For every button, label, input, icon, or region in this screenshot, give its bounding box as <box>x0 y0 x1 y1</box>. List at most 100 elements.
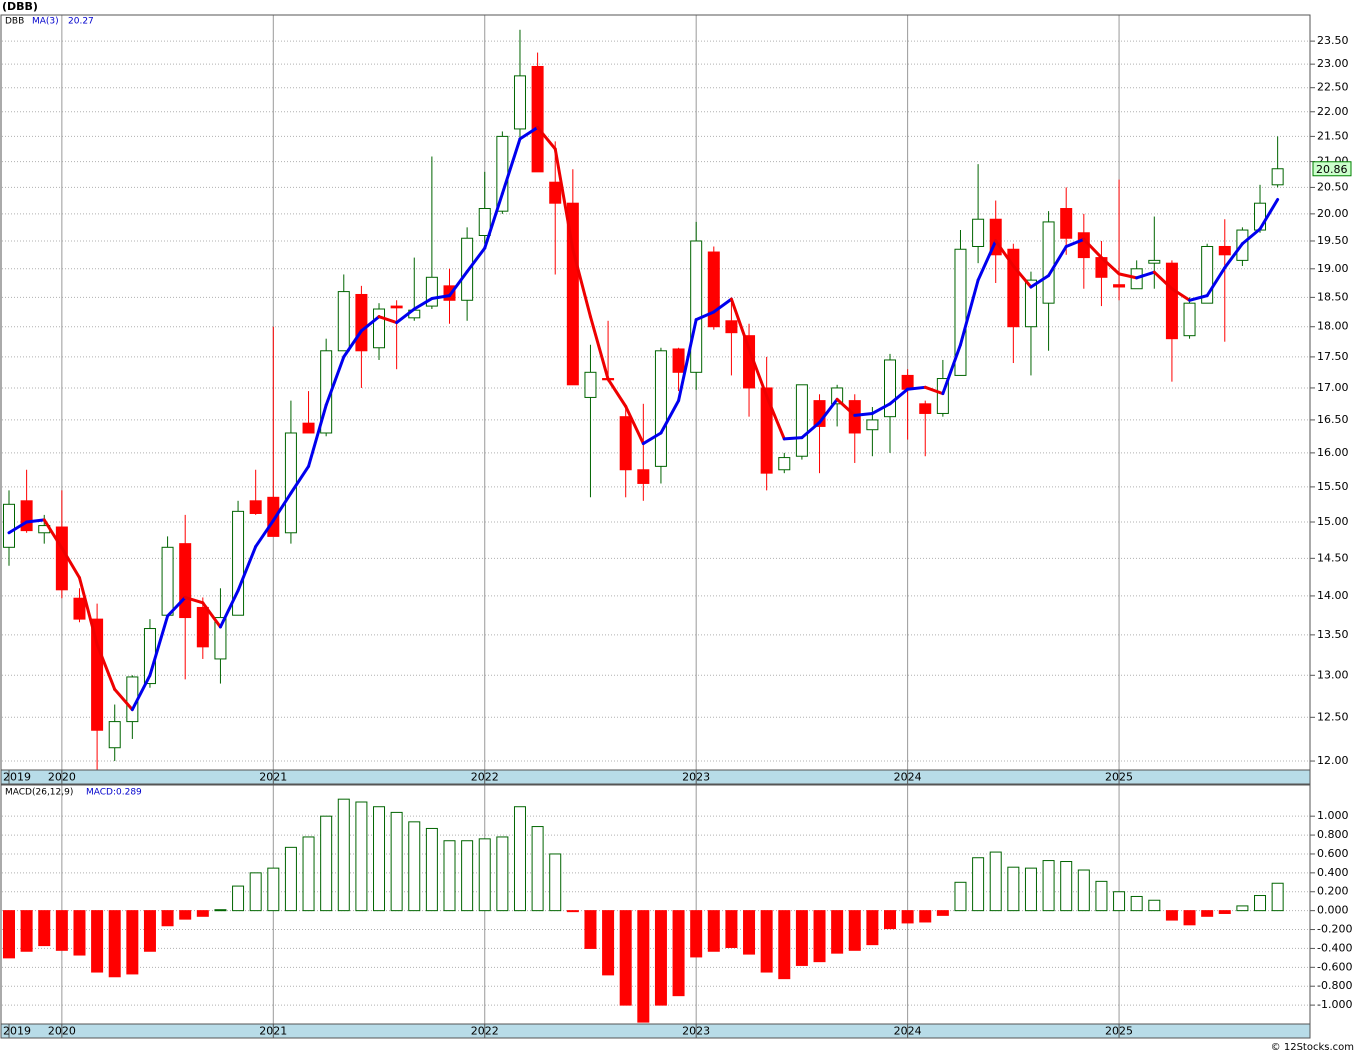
macd-bar <box>1042 860 1055 912</box>
candle-body <box>337 291 350 352</box>
candle-body <box>267 496 280 537</box>
macd-bar <box>566 910 579 913</box>
ma-line-segment <box>747 347 769 398</box>
y-tick-label: -0.200 <box>1317 923 1352 936</box>
macd-bar <box>1130 895 1143 912</box>
macd-bar <box>179 910 192 920</box>
ma-line-segment <box>1029 274 1051 289</box>
macd-bar <box>584 910 597 949</box>
ma-line-segment <box>941 343 962 396</box>
candle-body <box>690 240 703 373</box>
macd-bar <box>196 910 209 917</box>
candle-body <box>249 500 262 514</box>
x-tick-label: 2020 <box>48 1025 76 1038</box>
ma-line-segment <box>430 294 451 301</box>
ma-line-segment <box>166 595 187 618</box>
macd-bar <box>1024 867 1037 912</box>
macd-bar <box>461 840 474 912</box>
price-frame <box>0 14 1311 771</box>
candle-body <box>55 526 68 591</box>
macd-bar <box>1113 891 1126 912</box>
ma-line-segment <box>1099 256 1121 276</box>
macd-bar <box>778 910 791 980</box>
macd-bar <box>284 846 297 912</box>
macd-bar <box>390 811 403 912</box>
macd-bar <box>954 881 967 912</box>
macd-bar <box>267 867 280 912</box>
candle-body <box>919 403 932 414</box>
y-tick-label: 0.400 <box>1317 866 1349 879</box>
ma-line-segment <box>130 673 152 712</box>
macd-bar <box>1007 866 1020 912</box>
y-tick-label: 13.50 <box>1317 628 1349 641</box>
y-tick-label: 0.200 <box>1317 885 1349 898</box>
y-tick-label: 15.50 <box>1317 480 1349 493</box>
macd-bar <box>355 801 368 912</box>
macd-bar <box>38 910 51 947</box>
macd-bar <box>1271 882 1284 912</box>
macd-bar <box>496 836 509 912</box>
y-tick-label: 21.50 <box>1317 129 1349 142</box>
candle-body <box>425 276 438 307</box>
candle-body <box>619 416 632 471</box>
ma-line-segment <box>42 518 64 550</box>
macd-bar <box>760 910 773 973</box>
macd-bar <box>91 910 104 973</box>
macd-bar <box>20 910 33 952</box>
ma-line-segment <box>536 125 557 151</box>
macd-bar <box>1077 869 1090 912</box>
ma-line-segment <box>377 315 399 325</box>
ma-line-segment <box>483 192 504 250</box>
ma-line-segment <box>1258 197 1280 231</box>
y-tick-label: 1.000 <box>1317 809 1349 822</box>
candle-body <box>954 248 967 376</box>
y-tick-label: -0.600 <box>1317 960 1352 973</box>
x-tick-label: 2025 <box>1105 771 1133 784</box>
macd-bar <box>513 806 526 912</box>
candle-body <box>373 308 386 349</box>
ma-line-segment <box>994 239 1015 268</box>
ma-line-segment <box>307 403 328 468</box>
candle-body <box>1113 284 1126 288</box>
macd-bar <box>143 910 156 952</box>
x-tick-label: 2024 <box>894 771 922 784</box>
candle-body <box>161 546 174 616</box>
ma-line-segment <box>588 315 610 381</box>
x-tick-label: 2021 <box>259 771 287 784</box>
macd-bar <box>743 910 756 955</box>
ma-line-segment <box>25 518 46 524</box>
candle-body <box>302 422 315 434</box>
macd-bar <box>989 851 1002 912</box>
ma-line-segment <box>553 147 575 251</box>
candle-body <box>355 293 368 352</box>
macd-bar <box>1201 910 1214 917</box>
y-tick-label: 17.00 <box>1317 381 1349 394</box>
macd-bar <box>1060 861 1073 912</box>
macd-bar <box>232 885 245 912</box>
x-tick-label: 2019 <box>3 1025 31 1038</box>
ma-line-segment <box>782 436 804 441</box>
x-tick-label: 2023 <box>682 771 710 784</box>
macd-bar <box>831 910 844 954</box>
ma-line-segment <box>465 246 487 274</box>
macd-bar <box>1236 905 1249 912</box>
ma-line-segment <box>500 137 522 196</box>
legend-ma: MA(3) <box>32 17 59 27</box>
y-tick-label: 22.00 <box>1317 105 1349 118</box>
y-tick-label: 14.00 <box>1317 589 1349 602</box>
candle-body <box>672 348 685 373</box>
macd-bar <box>478 838 491 912</box>
macd-bar <box>408 821 421 912</box>
candle-body <box>989 218 1002 256</box>
macd-bar <box>848 910 861 951</box>
ma-line-segment <box>1082 237 1103 260</box>
ma-line-segment <box>148 614 170 677</box>
candle-body <box>707 251 720 328</box>
ma-line-segment <box>1047 244 1068 278</box>
candle-body <box>179 543 192 619</box>
y-tick-label: 15.00 <box>1317 515 1349 528</box>
macd-bar <box>108 910 121 978</box>
y-tick-label: 23.50 <box>1317 34 1349 47</box>
